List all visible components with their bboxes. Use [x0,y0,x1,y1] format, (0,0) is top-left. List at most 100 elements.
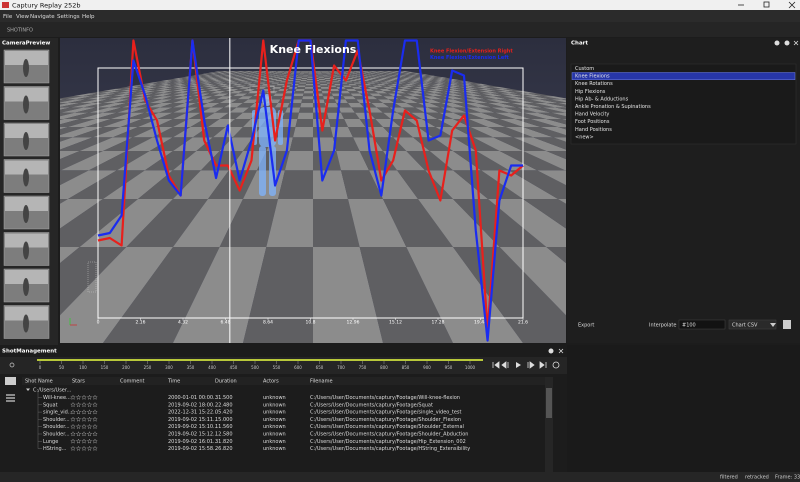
chart-list-item[interactable]: <new> [575,134,594,140]
shot-name[interactable]: single_vid... [43,410,73,416]
star-rating[interactable] [70,438,76,444]
floor-tile [204,112,229,119]
close-button[interactable] [788,1,796,9]
star-rating[interactable] [86,431,93,437]
column-header[interactable]: Filename [310,379,333,385]
column-header[interactable]: Duration [215,379,237,385]
interpolate-input[interactable] [678,319,726,330]
column-header[interactable]: Time [167,379,180,385]
star-rating[interactable] [75,431,82,437]
star-rating[interactable] [70,445,76,451]
close-icon[interactable] [558,348,564,354]
skip-back-button[interactable] [492,361,500,369]
star-rating[interactable] [92,401,98,408]
star-rating[interactable] [75,438,82,444]
star-rating[interactable] [70,401,76,408]
column-header[interactable]: Shot Name [25,379,53,385]
star-rating[interactable] [86,394,93,400]
column-header[interactable]: Actors [263,379,279,385]
star-rating[interactable] [70,416,76,422]
info-icon[interactable] [774,40,780,46]
shot-name[interactable]: Lunge [43,439,58,445]
star-rating[interactable] [92,394,98,400]
shot-name[interactable]: Shoulder... [43,424,70,430]
star-rating[interactable] [81,409,87,415]
menu-item[interactable]: File [3,14,13,20]
shot-name[interactable]: Shoulder... [43,417,70,423]
column-header[interactable]: Comment [120,379,145,385]
shot-name[interactable]: HString... [43,446,67,452]
loop-button[interactable] [552,361,560,369]
search-icon[interactable] [9,362,15,368]
star-rating[interactable] [81,445,87,451]
menu-item[interactable]: Settings [57,14,80,20]
interpolate-value[interactable]: #100 [682,323,696,329]
floor-tile [453,93,473,97]
star-rating[interactable] [92,438,98,444]
toolbar-label[interactable]: SHOTINFO [7,28,33,34]
menu-item[interactable]: Navigate [30,14,55,20]
floor-tile [477,88,497,91]
chart-list-item[interactable]: Foot Positions [575,119,610,125]
shot-duration: 11.560 [215,424,233,430]
star-rating[interactable] [92,416,98,422]
star-rating[interactable] [86,409,93,415]
star-rating[interactable] [81,438,87,444]
star-rating[interactable] [81,431,87,437]
column-header[interactable]: Stars [72,379,85,385]
star-rating[interactable] [92,445,98,451]
play-button[interactable] [516,362,521,368]
star-rating[interactable] [75,409,82,415]
star-rating[interactable] [75,416,82,422]
star-rating[interactable] [86,416,93,422]
shot-name[interactable]: Shoulder... [43,432,70,438]
export-button[interactable] [783,320,791,329]
format-value[interactable]: Chart CSV [732,323,758,329]
chart-list-item[interactable]: Knee Flexions [575,74,610,80]
chart-list-item[interactable]: Hand Velocity [575,112,609,118]
star-rating[interactable] [86,401,93,408]
star-rating[interactable] [75,394,82,400]
chart-list-item[interactable]: Custom [575,66,594,72]
skip-forward-button[interactable] [539,361,547,369]
scrollbar[interactable] [545,377,553,472]
star-rating[interactable] [75,445,82,451]
folder-icon[interactable] [5,377,16,385]
chart-list-item[interactable]: Hand Positions [575,127,612,133]
chart-list-item[interactable]: Hip Ab- & Adductions [575,96,629,102]
step-back-button[interactable] [501,361,509,369]
star-rating[interactable] [86,438,93,444]
close-icon[interactable] [793,40,799,46]
menu-item[interactable]: View [16,14,30,20]
menu-icon[interactable] [6,394,15,402]
star-rating[interactable] [70,409,76,415]
star-rating[interactable] [75,423,82,430]
star-rating[interactable] [86,423,93,430]
star-rating[interactable] [81,423,87,430]
star-rating[interactable] [75,401,82,408]
floor-tile [85,119,127,127]
maximize-button[interactable] [763,1,770,8]
info-icon[interactable] [548,348,554,354]
shot-name[interactable]: Will-knee... [43,395,71,401]
tree-root[interactable]: C:/Users/User... [33,388,72,394]
menu-item[interactable]: Help [82,14,95,20]
scroll-thumb[interactable] [546,388,552,418]
star-rating[interactable] [70,431,76,437]
star-rating[interactable] [81,394,87,400]
star-rating[interactable] [81,401,87,408]
step-forward-button[interactable] [527,361,535,369]
settings-icon[interactable] [784,40,790,46]
star-rating[interactable] [70,423,76,430]
chart-list-item[interactable]: Knee Rotations [575,81,613,87]
star-rating[interactable] [86,445,93,451]
chart-list-item[interactable]: Hip Flexions [575,89,606,95]
star-rating[interactable] [70,394,76,400]
chart-list-item[interactable]: Ankle Pronation & Supinations [575,104,651,110]
star-rating[interactable] [92,409,98,415]
shot-name[interactable]: Squat [43,402,58,408]
star-rating[interactable] [92,431,98,437]
star-rating[interactable] [92,423,98,430]
format-dropdown[interactable] [728,319,777,330]
star-rating[interactable] [81,416,87,422]
